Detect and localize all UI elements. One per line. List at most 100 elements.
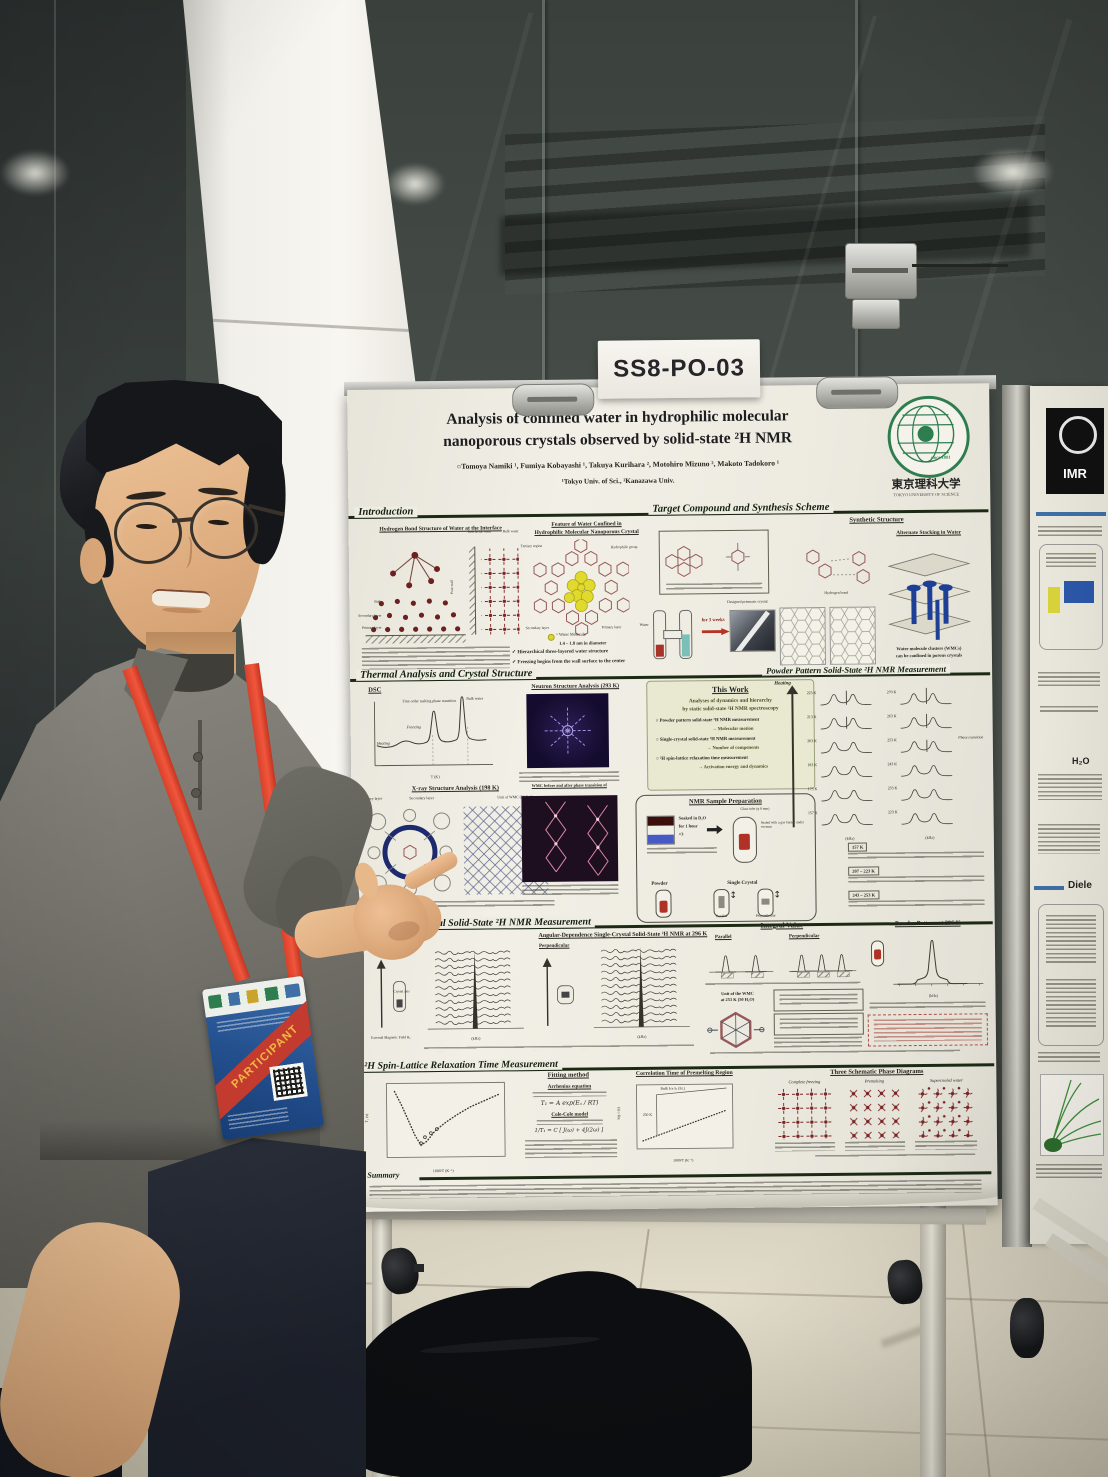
powder296-tube-icon — [870, 940, 885, 967]
right-stand-rail — [1002, 385, 1032, 1247]
single-crystal-spectra-perp — [593, 946, 690, 1028]
clip-slot — [831, 389, 882, 395]
single-subheading: Angular-Dependence Single-Crystal Solid-… — [538, 931, 708, 939]
soak-line1: Soaked in D₂O — [678, 815, 707, 821]
nmr-prep-box: NMR Sample Preparation Soaked in D₂O for… — [635, 793, 817, 923]
neutron-heading: Neutron Structure Analysis (293 K) — [531, 683, 620, 691]
phase-check-blur — [815, 1153, 976, 1160]
fitting-extra-blur — [524, 1139, 618, 1159]
three-weeks-label: for 3 weeks — [701, 618, 725, 624]
glasses-left-lens — [114, 502, 182, 564]
phase-label-supercooled: Supercooled water — [929, 1077, 963, 1083]
powder-ann2-temp: 207 – 223 K — [848, 866, 879, 877]
qr-code — [269, 1062, 308, 1101]
corr-ylabel: log τ (s) — [616, 1107, 621, 1120]
poster-title-line2: nanoporous crystals observed by solid-st… — [443, 429, 793, 450]
session-sign-label: SS8-PO-03 — [613, 354, 745, 383]
bar-dark-red — [647, 816, 674, 826]
integral-mini-charts — [709, 954, 857, 979]
wmc-unit-label2: at 253 K (50 H₂O) — [720, 996, 755, 1003]
powder-tube — [655, 889, 672, 918]
poster-title-line1: Analysis of confined water in hydrophili… — [446, 407, 789, 428]
black-arrow — [707, 825, 723, 834]
powder-temp-left-5: 157 K — [807, 811, 818, 816]
prismatic-crystal-label: Designed prismatic crystal — [727, 599, 768, 605]
poster-paper: Analysis of confined water in hydrophili… — [347, 383, 998, 1212]
powder-temp-left-2: 203 K — [807, 739, 817, 744]
dsc-bulk-label: Bulk water — [466, 696, 484, 701]
sealed-label: Sealed with a gas burner under vacuum — [760, 820, 804, 829]
powder-spectra-right — [899, 687, 954, 825]
powder-ann3-temp: 243 – 253 K — [848, 890, 880, 901]
bar-white — [647, 825, 674, 835]
interface-wall-figure — [468, 546, 520, 635]
text-blur — [1038, 1052, 1100, 1064]
integral-heading: Integral Value — [760, 921, 804, 930]
person-ear — [80, 538, 106, 584]
rounded-figure-box — [1038, 904, 1104, 1046]
figure-patch-yellow — [1048, 587, 1060, 613]
tus-name-jp: 東京理科大学 — [891, 476, 961, 492]
h2o-fragment: H₂O — [1072, 756, 1090, 766]
powder296-xaxis: (kHz) — [928, 993, 939, 998]
badge-footer-blur — [227, 1107, 290, 1130]
text-blur — [1038, 526, 1102, 536]
nmr-prep-heading: NMR Sample Preparation — [688, 797, 762, 806]
phase-grid-premelting — [846, 1086, 903, 1139]
text-blur — [1036, 1164, 1102, 1178]
red-arrow — [702, 628, 730, 635]
poster-board: Analysis of confined water in hydrophili… — [344, 371, 1005, 1224]
soak-legend-bars — [646, 815, 675, 845]
powder-temp-right-1: 263 K — [886, 714, 897, 719]
this-work-bullet3: ○ ²H spin-lattice relaxation time measur… — [655, 755, 748, 762]
this-work-line1: Analyses of dynamics and hierarchy — [688, 697, 773, 705]
imr-logo-text: IMR — [1063, 466, 1087, 481]
compound-structures — [665, 542, 750, 578]
powder-ann2-blur — [848, 875, 985, 885]
intro-sub2-heading-line2: Hydrophilic Molecular Nanoporous Crystal — [534, 528, 639, 537]
hinge-rod — [912, 264, 1008, 267]
tus-name-en: TOKYO UNIVERSITY OF SCIENCE — [893, 491, 960, 498]
ceiling-light-reflection — [972, 148, 1054, 196]
summary-rule — [419, 1171, 992, 1181]
pore-diameter-label: 1.4 – 1.8 nm in diameter — [559, 640, 607, 646]
porous-lattice-figure — [779, 606, 827, 666]
wmc-unit-label1: Unit of the WMC — [721, 990, 754, 997]
field-diagram-parallel — [376, 959, 407, 1028]
powder-fill — [659, 900, 668, 913]
bar-blue — [647, 834, 674, 844]
parallel-label: Parallel — [716, 914, 728, 919]
stand-knob-stem — [414, 1264, 424, 1272]
tus-logo: since 1881 — [887, 395, 971, 479]
conclusion-red-blur — [873, 1018, 982, 1042]
text-blur — [1046, 553, 1096, 569]
integral-parallel-label: Parallel — [714, 934, 732, 941]
cole-range-blur — [536, 1119, 603, 1126]
h-tube-figure — [652, 609, 693, 660]
temp250-label: 250 K — [642, 1112, 653, 1117]
arrhenius-range-blur — [532, 1091, 607, 1098]
shirt-button — [191, 788, 201, 798]
phase-transition-note: Phase transition — [958, 735, 984, 740]
structure-caption-blur — [666, 582, 763, 590]
glass-tube-label: Glass tube (φ 8 mm) — [740, 806, 770, 811]
wmc-transition-heading: WMC before and after phase transition of — [531, 782, 607, 789]
board-clip-left — [512, 383, 595, 417]
powder-temp-right-4: 233 K — [887, 786, 898, 791]
text-blur — [1038, 824, 1100, 854]
this-work-line2: by static solid-state ²H NMR spectroscop… — [682, 705, 779, 713]
single-tube-perp — [757, 888, 774, 917]
t1-chart — [385, 1081, 506, 1159]
person-pants — [148, 1138, 366, 1477]
surface-region-blur — [773, 1036, 863, 1048]
crystal-photo — [729, 609, 776, 652]
phase-caption-blur — [915, 1140, 978, 1151]
powder-spectra-left — [819, 690, 874, 826]
peak-assignment-box1 — [773, 988, 864, 1012]
powder-xaxis-right: (kHz) — [925, 835, 935, 840]
this-work-arrow1: → Molecular motion — [711, 726, 754, 733]
divider-blue — [1034, 886, 1064, 890]
figure-patch-blue — [1064, 581, 1094, 603]
corr-xlabel: 1000/T (K⁻¹) — [673, 1158, 694, 1163]
tus-logo-globe — [896, 405, 955, 463]
